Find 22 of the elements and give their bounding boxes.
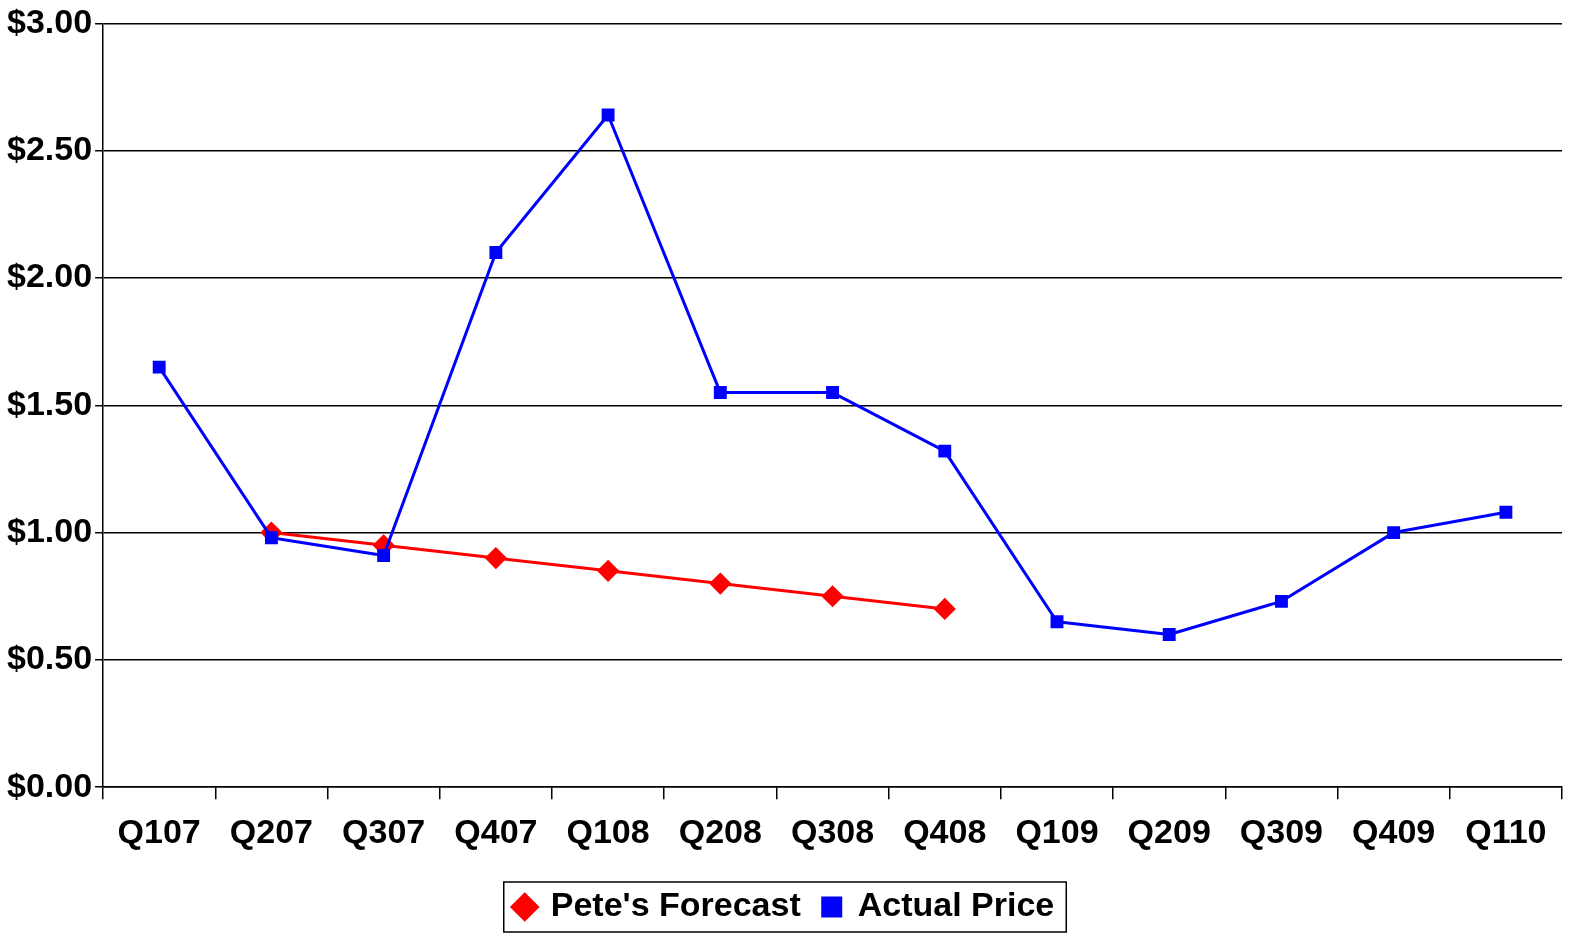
x-tick-label: Q409 [1352,811,1436,850]
legend-label: Pete's Forecast [550,885,801,924]
y-tick-label: $1.00 [6,510,93,549]
y-tick-label: $0.00 [6,765,93,804]
x-tick-label: Q407 [454,811,538,850]
x-tick-label: Q107 [117,811,201,850]
x-tick-label: Q207 [229,811,314,850]
y-tick-label: $2.50 [6,129,93,168]
x-tick-label: Q108 [566,811,650,850]
x-tick-label: Q308 [790,811,875,850]
y-tick-label: $0.50 [6,638,93,677]
y-tick-label: $2.00 [6,256,93,295]
x-tick-label: Q408 [903,811,987,850]
legend-label: Actual Price [857,885,1055,924]
y-tick-label: $3.00 [6,1,93,40]
x-tick-label: Q209 [1127,811,1211,850]
x-tick-label: Q109 [1015,811,1099,850]
x-tick-label: Q110 [1465,811,1547,850]
x-tick-label: Q309 [1239,811,1324,850]
x-tick-label: Q208 [678,811,762,850]
x-tick-label: Q307 [342,811,426,850]
y-tick-label: $1.50 [6,383,93,422]
